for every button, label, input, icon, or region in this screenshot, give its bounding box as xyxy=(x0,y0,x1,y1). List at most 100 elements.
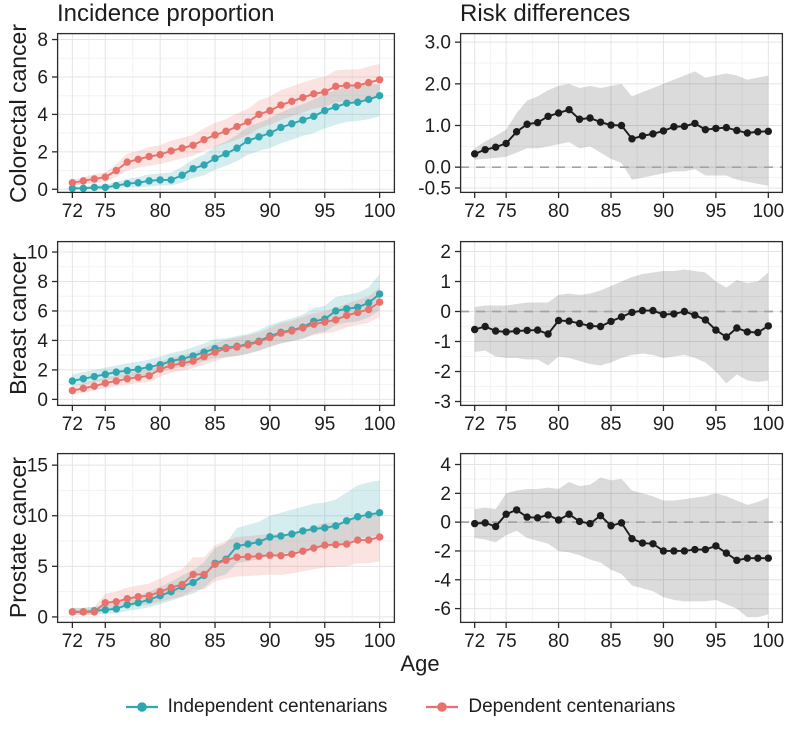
svg-text:0.0: 0.0 xyxy=(425,158,451,179)
svg-text:85: 85 xyxy=(204,201,225,222)
svg-text:90: 90 xyxy=(653,631,674,652)
legend-key-independent-icon xyxy=(125,702,158,712)
svg-text:80: 80 xyxy=(150,201,171,222)
legend-dot-dependent xyxy=(437,702,448,712)
svg-text:100: 100 xyxy=(752,414,784,435)
svg-text:4: 4 xyxy=(37,105,48,126)
svg-text:75: 75 xyxy=(496,631,517,652)
svg-text:0: 0 xyxy=(37,180,48,201)
svg-text:2: 2 xyxy=(37,360,48,381)
svg-text:2: 2 xyxy=(37,142,48,163)
svg-text:90: 90 xyxy=(259,201,280,222)
svg-text:4: 4 xyxy=(37,331,48,352)
panel-breast-risk-difference: 72 75 80 85 90 95 100 -3 -2 -1 0 1 2 xyxy=(434,240,784,435)
svg-text:72: 72 xyxy=(62,414,83,435)
svg-text:100: 100 xyxy=(364,631,396,652)
svg-text:2.0: 2.0 xyxy=(425,74,451,95)
legend-dot-independent xyxy=(136,702,147,712)
row-label-breast-text: Breast cancer xyxy=(4,252,31,395)
svg-text:1: 1 xyxy=(440,272,451,293)
svg-text:95: 95 xyxy=(314,414,335,435)
svg-text:0: 0 xyxy=(440,302,451,323)
svg-text:75: 75 xyxy=(496,414,517,435)
svg-text:80: 80 xyxy=(150,414,171,435)
svg-text:80: 80 xyxy=(150,631,171,652)
row-label-colorectal-text: Colorectal cancer xyxy=(4,23,31,203)
svg-text:85: 85 xyxy=(204,631,225,652)
svg-text:10: 10 xyxy=(27,243,48,264)
svg-text:5: 5 xyxy=(37,557,48,578)
svg-text:1.0: 1.0 xyxy=(425,116,451,137)
svg-text:8: 8 xyxy=(37,30,48,51)
svg-text:75: 75 xyxy=(95,201,116,222)
svg-text:100: 100 xyxy=(364,414,396,435)
svg-text:90: 90 xyxy=(653,414,674,435)
svg-text:80: 80 xyxy=(548,201,569,222)
row-label-breast: Breast cancer xyxy=(0,241,36,406)
svg-text:75: 75 xyxy=(496,201,517,222)
svg-text:-6: -6 xyxy=(434,599,451,620)
svg-text:90: 90 xyxy=(259,631,280,652)
svg-text:0: 0 xyxy=(37,607,48,628)
svg-text:2: 2 xyxy=(440,242,451,263)
svg-text:-1: -1 xyxy=(434,332,451,353)
panel-prostate-incidence: 72 75 80 85 90 95 100 0 5 10 15 xyxy=(27,452,395,652)
chart-breast-incidence: 72 75 80 85 90 95 100 0 2 4 6 8 10 xyxy=(27,240,395,435)
chart-colorectal-incidence: 72 75 80 85 90 95 100 0 2 4 6 8 xyxy=(37,30,395,222)
panel-prostate-risk-difference: 72 75 80 85 90 95 100 -6 -4 -2 0 2 4 xyxy=(434,452,784,652)
chart-colorectal-risk-difference: 72 75 80 85 90 95 100 -0.50.0 1.0 2.0 3.0 xyxy=(418,33,784,222)
svg-text:80: 80 xyxy=(548,414,569,435)
chart-breast-risk-difference: 72 75 80 85 90 95 100 -3 -2 -1 0 1 2 xyxy=(434,240,784,435)
svg-text:95: 95 xyxy=(705,201,726,222)
svg-text:72: 72 xyxy=(464,201,485,222)
svg-text:72: 72 xyxy=(464,414,485,435)
panel-breast-incidence: 72 75 80 85 90 95 100 0 2 4 6 8 10 xyxy=(27,240,395,435)
legend-item-dependent: Dependent centenarians xyxy=(425,696,675,718)
svg-text:15: 15 xyxy=(27,456,48,477)
panel-colorectal-incidence: 72 75 80 85 90 95 100 0 2 4 6 8 xyxy=(37,30,395,222)
svg-text:100: 100 xyxy=(752,201,784,222)
chart-prostate-risk-difference: 72 75 80 85 90 95 100 -6 -4 -2 0 2 4 xyxy=(434,452,784,652)
svg-text:75: 75 xyxy=(95,414,116,435)
svg-text:-4: -4 xyxy=(434,570,451,591)
svg-text:85: 85 xyxy=(204,414,225,435)
svg-text:90: 90 xyxy=(653,201,674,222)
svg-text:100: 100 xyxy=(752,631,784,652)
panel-colorectal-risk-difference: 72 75 80 85 90 95 100 -0.5 0.0 1.0 2.0 3.0 xyxy=(418,33,784,222)
row-label-prostate-text: Prostate cancer xyxy=(4,457,31,619)
svg-text:3.0: 3.0 xyxy=(425,33,451,54)
svg-text:72: 72 xyxy=(464,631,485,652)
svg-text:-2: -2 xyxy=(434,541,451,562)
svg-text:72: 72 xyxy=(62,631,83,652)
svg-text:-0.5: -0.5 xyxy=(418,179,451,200)
svg-text:10: 10 xyxy=(27,506,48,527)
svg-text:85: 85 xyxy=(600,201,621,222)
svg-text:-3: -3 xyxy=(434,392,451,413)
svg-text:95: 95 xyxy=(314,631,335,652)
svg-text:100: 100 xyxy=(364,201,396,222)
svg-text:2: 2 xyxy=(440,484,451,505)
svg-text:6: 6 xyxy=(37,301,48,322)
svg-text:95: 95 xyxy=(705,631,726,652)
legend-item-independent: Independent centenarians xyxy=(125,696,388,718)
legend-label-independent: Independent centenarians xyxy=(167,696,388,717)
svg-text:0: 0 xyxy=(440,513,451,534)
svg-text:72: 72 xyxy=(62,201,83,222)
column-title-incidence: Incidence proportion xyxy=(57,0,275,27)
column-title-risk-differences: Risk differences xyxy=(460,0,631,27)
svg-text:4: 4 xyxy=(440,455,451,476)
svg-text:85: 85 xyxy=(600,414,621,435)
svg-text:8: 8 xyxy=(37,272,48,293)
svg-text:6: 6 xyxy=(37,67,48,88)
svg-text:85: 85 xyxy=(600,631,621,652)
svg-text:80: 80 xyxy=(548,631,569,652)
svg-text:-2: -2 xyxy=(434,362,451,383)
row-label-colorectal: Colorectal cancer xyxy=(0,24,36,203)
svg-text:95: 95 xyxy=(705,414,726,435)
svg-text:75: 75 xyxy=(95,631,116,652)
legend-key-dependent-icon xyxy=(426,702,459,712)
x-axis-title: Age xyxy=(400,651,440,676)
svg-text:0: 0 xyxy=(37,390,48,411)
svg-text:95: 95 xyxy=(314,201,335,222)
